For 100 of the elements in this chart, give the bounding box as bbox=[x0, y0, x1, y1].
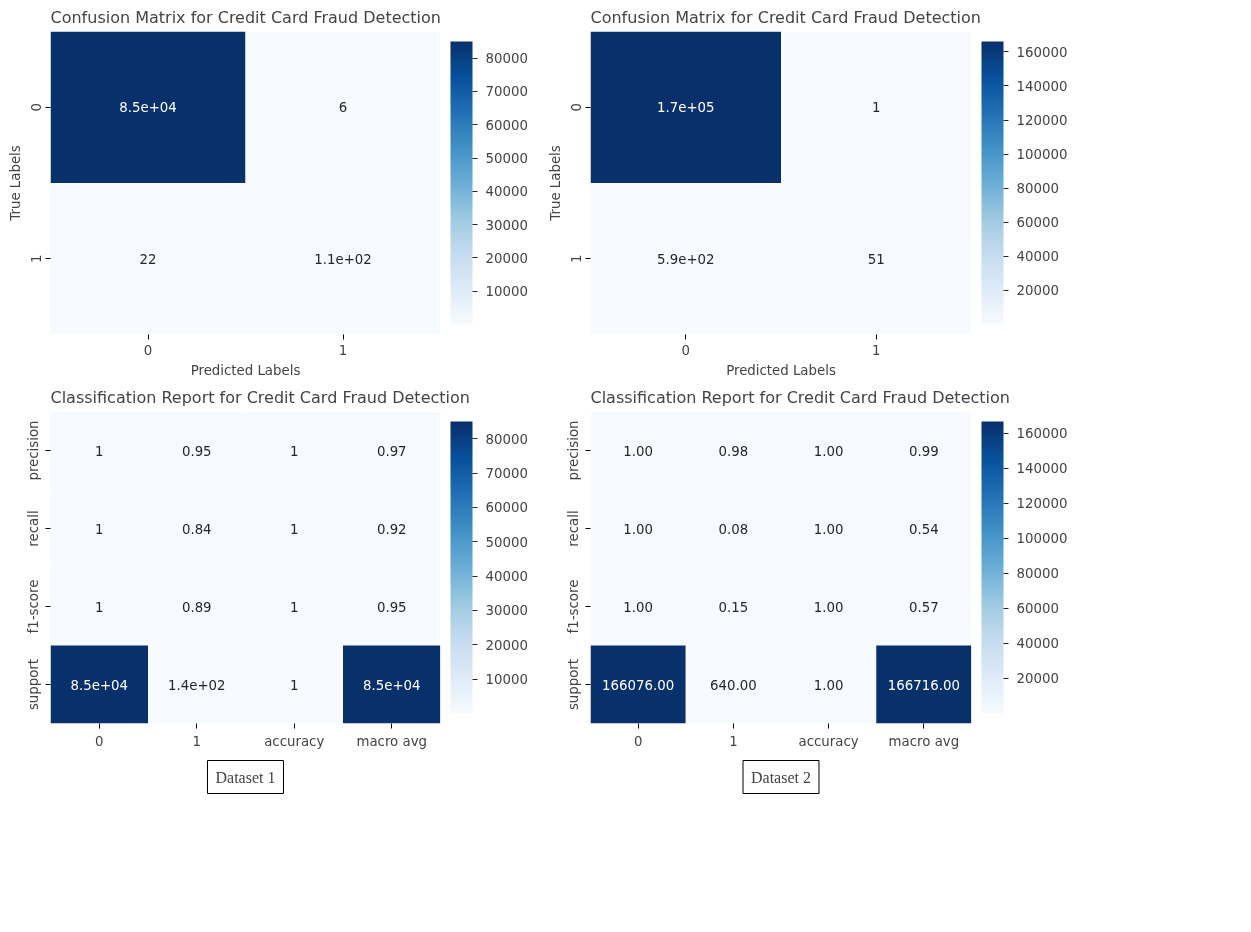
text: Dataset 2 bbox=[751, 768, 811, 786]
data-label: 1.4e+02 bbox=[167, 677, 226, 693]
data-label: 0.54 bbox=[909, 521, 939, 537]
y-tick-label: recall bbox=[25, 510, 41, 547]
color-bar-label: 60000 bbox=[1016, 601, 1059, 617]
data-label: 1 bbox=[290, 599, 299, 615]
y-tick-label: precision bbox=[25, 420, 41, 481]
data-label: 0.57 bbox=[909, 599, 939, 615]
data-label: 0.15 bbox=[718, 599, 749, 615]
x-tick-label: macro avg bbox=[888, 733, 960, 749]
color-bar-label: 20000 bbox=[1016, 671, 1059, 687]
color-bar-label: 80000 bbox=[1016, 566, 1059, 582]
color-bar-label: 100000 bbox=[1016, 531, 1068, 547]
color-bar-label: 80000 bbox=[485, 431, 528, 447]
color-bar-label: 60000 bbox=[485, 500, 528, 516]
y-tick-label: 1 bbox=[28, 254, 44, 263]
x-tick-label: 1 bbox=[192, 733, 201, 749]
color-bar-label: 50000 bbox=[485, 151, 528, 167]
data-label: 166716.00 bbox=[887, 677, 960, 693]
y-tick-label: support bbox=[25, 658, 41, 711]
data-label: 0.08 bbox=[718, 521, 749, 537]
x-tick-label: 1 bbox=[872, 342, 881, 358]
data-label: 6 bbox=[338, 100, 348, 116]
chart-title: Confusion Matrix for Credit Card Fraud Detection bbox=[50, 7, 441, 27]
x-tick-label: 0 bbox=[143, 342, 153, 358]
data-label: 0.95 bbox=[181, 443, 212, 459]
color-bar-label: 80000 bbox=[485, 51, 528, 67]
data-label: 5.9e+02 bbox=[656, 251, 715, 267]
color-bar-label: 40000 bbox=[1016, 636, 1059, 652]
color-bar-label: 80000 bbox=[1016, 181, 1059, 197]
data-label: 1.00 bbox=[813, 521, 844, 537]
x-tick-label: accuracy bbox=[798, 733, 859, 749]
data-label: 1.7e+05 bbox=[656, 100, 715, 116]
y-tick-label: 0 bbox=[28, 103, 44, 112]
data-label: 8.5e+04 bbox=[362, 677, 421, 693]
x-tick-label: 0 bbox=[633, 733, 643, 749]
color-bar-label: 20000 bbox=[485, 250, 528, 266]
data-label: 1 bbox=[290, 677, 299, 693]
color-bar-label: 40000 bbox=[485, 569, 528, 585]
color-bar-label: 70000 bbox=[485, 84, 528, 100]
y-tick-label: f1-score bbox=[25, 579, 41, 634]
chart-title: Classification Report for Credit Card Fraud Detection bbox=[50, 387, 470, 407]
color-bar-label: 20000 bbox=[1016, 283, 1059, 299]
x-tick-label: 0 bbox=[681, 342, 690, 358]
x-tick-label: macro avg bbox=[356, 733, 428, 749]
data-label: 1 bbox=[290, 521, 299, 537]
x-tick-label: 1 bbox=[729, 733, 738, 749]
data-label: 1.00 bbox=[813, 599, 844, 615]
x-tick-label: 1 bbox=[338, 342, 348, 358]
data-label: 0.97 bbox=[376, 443, 407, 459]
y-tick-label: precision bbox=[565, 420, 581, 481]
color-bar-label: 20000 bbox=[485, 637, 528, 653]
data-label: 0.92 bbox=[376, 521, 407, 537]
chart-title: Confusion Matrix for Credit Card Fraud Detection bbox=[590, 7, 981, 27]
y-tick-label: f1-score bbox=[565, 579, 581, 634]
data-label: 1 bbox=[872, 100, 881, 116]
data-label: 0.99 bbox=[909, 443, 939, 459]
data-label: 51 bbox=[867, 251, 885, 267]
color-bar-label: 70000 bbox=[485, 466, 528, 482]
color-bar-label: 10000 bbox=[485, 284, 528, 300]
data-label: 22 bbox=[139, 251, 157, 267]
color-bar-label: 60000 bbox=[1016, 215, 1059, 231]
data-label: 640.00 bbox=[710, 677, 757, 693]
data-label: 1.00 bbox=[623, 599, 653, 615]
color-bar-label: 10000 bbox=[485, 672, 528, 688]
y-tick-label: 0 bbox=[568, 103, 584, 112]
color-bar-label: 160000 bbox=[1016, 44, 1068, 60]
color-bar-label: 50000 bbox=[485, 534, 528, 550]
data-label: 0.84 bbox=[181, 521, 212, 537]
y-axis-title: True Labels bbox=[7, 145, 23, 222]
color-bar-label: 30000 bbox=[485, 217, 528, 233]
x-tick-label: 0 bbox=[95, 733, 104, 749]
x-axis-title: Predicted Labels bbox=[726, 362, 836, 378]
color-bar-label: 140000 bbox=[1016, 461, 1068, 477]
data-label: 0.95 bbox=[376, 599, 407, 615]
color-bar-label: 40000 bbox=[1016, 249, 1059, 265]
data-label: 1.00 bbox=[813, 443, 844, 459]
color-bar-label: 30000 bbox=[485, 603, 528, 619]
data-label: 0.89 bbox=[181, 599, 212, 615]
data-label: 1 bbox=[95, 521, 104, 537]
data-label: 1 bbox=[95, 443, 104, 459]
y-tick-label: support bbox=[565, 658, 581, 711]
y-tick-label: recall bbox=[565, 510, 581, 547]
data-label: 166076.00 bbox=[602, 677, 675, 693]
color-bar-label: 140000 bbox=[1016, 78, 1068, 94]
color-bar-label: 60000 bbox=[485, 117, 528, 133]
chart-title: Classification Report for Credit Card Fraud Detection bbox=[590, 387, 1010, 407]
y-axis-title: True Labels bbox=[547, 145, 563, 222]
data-label: 1 bbox=[95, 599, 104, 615]
color-bar-label: 160000 bbox=[1016, 426, 1068, 442]
data-label: 1.00 bbox=[623, 443, 653, 459]
x-tick-label: accuracy bbox=[264, 733, 325, 749]
color-bar-label: 40000 bbox=[485, 184, 528, 200]
x-axis-title: Predicted Labels bbox=[190, 362, 301, 378]
data-label: 1.00 bbox=[623, 521, 653, 537]
color-bar-label: 100000 bbox=[1016, 147, 1068, 163]
text: Dataset 1 bbox=[215, 768, 276, 786]
data-label: 8.5e+04 bbox=[70, 677, 129, 693]
color-bar-label: 120000 bbox=[1016, 113, 1068, 129]
data-label: 8.5e+04 bbox=[119, 100, 177, 116]
